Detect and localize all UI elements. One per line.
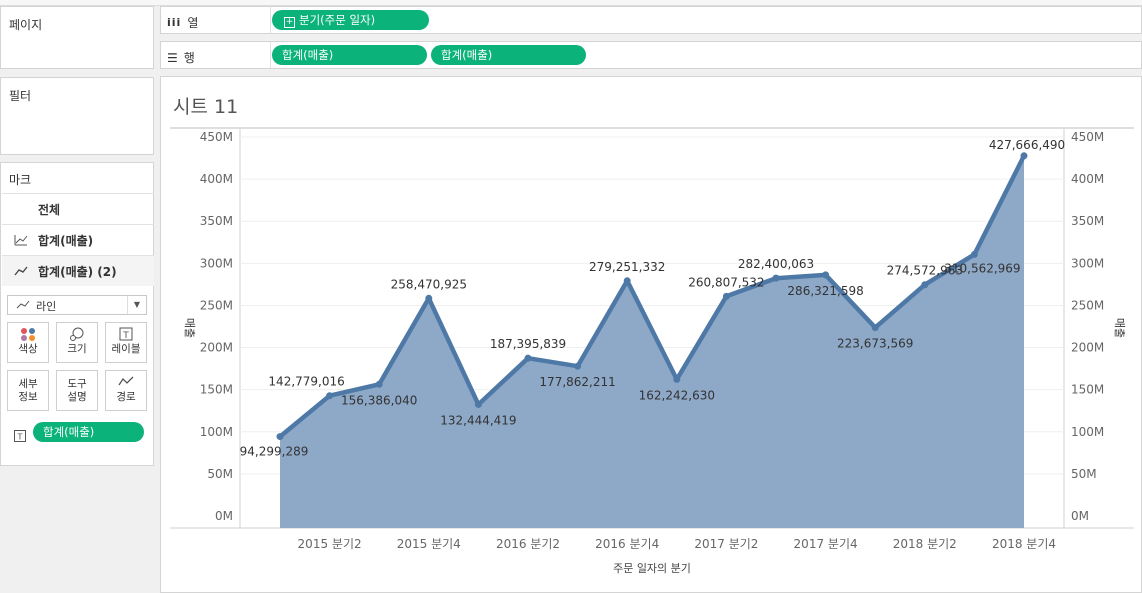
shelf-divider xyxy=(270,42,271,68)
sheet-title: 시트 11 xyxy=(173,96,239,118)
marks-card: 마크 전체 합계(매출) 합계(매출) (2) 라인 ▼ 색상 xyxy=(0,162,154,466)
line-chart-icon xyxy=(14,266,28,276)
path-button[interactable]: 경로 xyxy=(105,370,147,411)
tooltip-button[interactable]: 도구 설명 xyxy=(56,370,98,411)
color-button[interactable]: 색상 xyxy=(7,322,49,363)
chevron-down-icon: ▼ xyxy=(127,296,146,314)
svg-text:T: T xyxy=(122,331,129,341)
line-mark-icon xyxy=(16,300,30,309)
mark-type-value: 라인 xyxy=(36,300,57,313)
row-pill-2[interactable]: 합계(매출) xyxy=(431,45,586,65)
label-label: 레이블 xyxy=(111,343,141,355)
marks-measure2-row[interactable]: 합계(매출) (2) xyxy=(2,255,154,286)
columns-label-text: 열 xyxy=(187,16,199,30)
row-pill-1[interactable]: 합계(매출) xyxy=(272,45,427,65)
color-label: 색상 xyxy=(18,343,38,355)
top-strip xyxy=(0,0,1142,6)
sheet-view: 시트 11 xyxy=(160,76,1142,593)
columns-shelf-label: iii 열 xyxy=(167,14,198,31)
tooltip-label-1: 도구 xyxy=(67,378,87,390)
rows-shelf[interactable]: ☰ 행 합계(매출) 합계(매출) xyxy=(160,41,1142,69)
mark-type-select[interactable]: 라인 ▼ xyxy=(7,295,147,315)
label-button[interactable]: T 레이블 xyxy=(105,322,147,363)
expand-icon[interactable]: + xyxy=(284,17,295,28)
marks-measure1-label: 합계(매출) xyxy=(38,233,94,248)
svg-text:T: T xyxy=(17,433,23,442)
text-label-icon: T xyxy=(14,427,26,446)
marks-all-label: 전체 xyxy=(38,202,61,217)
size-icon xyxy=(57,327,97,343)
tooltip-label-2: 설명 xyxy=(67,391,87,403)
rows-icon: ☰ xyxy=(167,50,178,65)
detail-label-1: 세부 xyxy=(18,378,38,390)
columns-shelf[interactable]: iii 열 + 분기(주문 일자) xyxy=(160,6,1142,34)
filters-label: 필터 xyxy=(9,89,32,103)
column-pill-label: 분기(주문 일자) xyxy=(299,13,376,27)
size-label: 크기 xyxy=(67,343,87,355)
rows-label-text: 행 xyxy=(183,51,195,65)
column-pill-quarter[interactable]: + 분기(주문 일자) xyxy=(272,10,429,30)
detail-button[interactable]: 세부 정보 xyxy=(7,370,49,411)
marks-measure1-row[interactable]: 합계(매출) xyxy=(2,224,154,255)
rows-shelf-label: ☰ 행 xyxy=(167,49,195,66)
marks-title: 마크 xyxy=(9,173,32,187)
path-icon xyxy=(106,375,146,391)
area-chart-icon xyxy=(14,235,28,246)
columns-icon: iii xyxy=(167,16,182,29)
marks-measure2-label: 합계(매출) (2) xyxy=(38,264,117,279)
pages-panel[interactable]: 페이지 xyxy=(0,6,154,69)
marks-all-row[interactable]: 전체 xyxy=(2,193,154,224)
detail-label-2: 정보 xyxy=(18,391,38,403)
shelf-divider xyxy=(270,7,271,33)
label-measure-pill[interactable]: 합계(매출) xyxy=(33,422,144,442)
text-label-icon: T xyxy=(106,327,146,343)
color-dots-icon xyxy=(8,327,48,343)
filters-panel[interactable]: 필터 xyxy=(0,77,154,155)
pages-label: 페이지 xyxy=(9,18,43,32)
size-button[interactable]: 크기 xyxy=(56,322,98,363)
path-label: 경로 xyxy=(116,391,136,403)
